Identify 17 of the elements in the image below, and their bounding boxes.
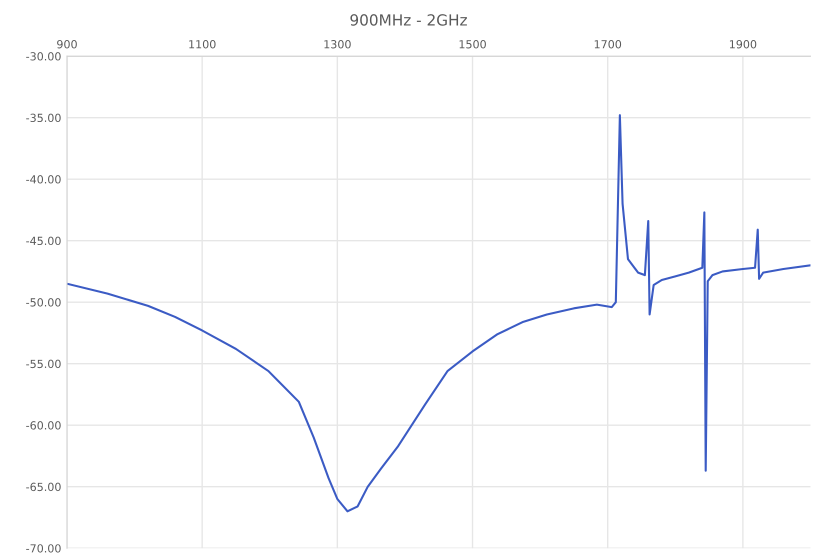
y-tick-label: -30.00 [26,52,61,61]
x-tick-label: 1300 [324,40,351,48]
x-tick-label: 900 [57,40,77,48]
y-tick-label: -50.00 [26,298,61,307]
y-tick-label: -55.00 [26,360,61,368]
chart-title: 900MHz - 2GHz [350,14,467,26]
y-tick-label: -35.00 [26,114,61,122]
x-tick-label: 1900 [730,40,756,48]
y-tick-label: -60.00 [26,421,61,430]
x-tick-label: 1500 [460,40,486,48]
y-tick-label: -70.00 [26,544,61,553]
x-tick-label: 1100 [189,40,216,48]
x-tick-label: 1700 [594,40,622,48]
line-series [66,114,810,512]
y-tick-label: -40.00 [26,175,61,184]
y-tick-label: -65.00 [26,482,61,492]
y-tick-label: -45.00 [26,236,61,246]
